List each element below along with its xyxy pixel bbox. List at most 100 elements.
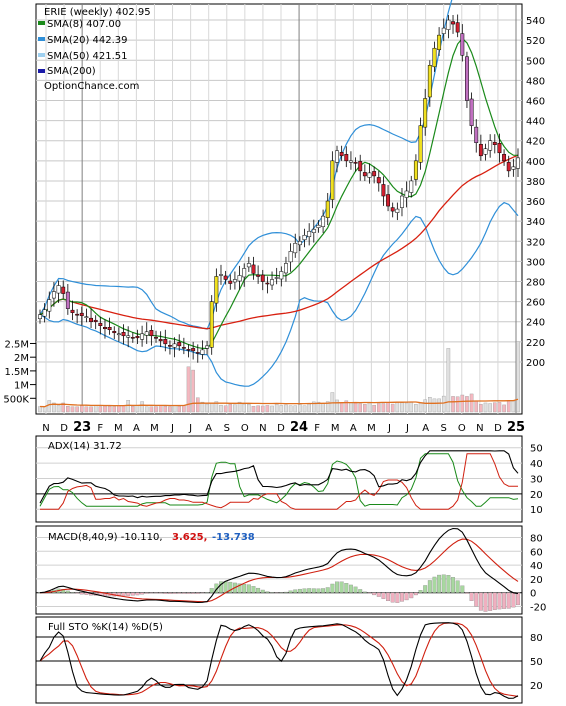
volume-tick-label: 1.5M (4, 367, 29, 378)
month-tick-label: F (97, 423, 103, 434)
macd-histogram-bar (339, 581, 344, 593)
candle-body (116, 333, 121, 336)
candle-body (89, 317, 93, 322)
price-candles (38, 14, 520, 363)
macd-histogram-bar (492, 592, 497, 610)
macd-histogram-bar (284, 591, 288, 593)
candle-body (460, 33, 465, 56)
macd-histogram-bar (474, 592, 479, 607)
macd-histogram-bar (437, 574, 442, 593)
macd-histogram-bar (79, 592, 84, 595)
volume-bar (395, 402, 400, 413)
macd-histogram-bar (167, 592, 172, 594)
price-tick-label: 420 (526, 137, 545, 148)
volume-bar (66, 406, 70, 413)
candle-body (38, 314, 42, 319)
candle-body (339, 152, 344, 157)
price-tick-label: 240 (526, 318, 545, 329)
candle-body (205, 345, 210, 349)
candle-body (478, 143, 483, 157)
candle-body (219, 274, 223, 276)
candle-body (167, 345, 172, 347)
volume-bar (186, 366, 191, 413)
volume-bar (112, 406, 117, 413)
volume-tick-label: 2M (14, 353, 29, 364)
legend-swatch-sma200 (38, 69, 45, 73)
volume-bar (492, 402, 497, 413)
macd-histogram-bar (177, 592, 182, 594)
candle-body (455, 22, 460, 33)
candle-body (330, 160, 335, 200)
macd-histogram-bar (511, 592, 516, 608)
macd-signal-label: 3.625, (172, 532, 207, 543)
volume-bar (381, 403, 386, 413)
macd-panel-frame (35, 525, 523, 615)
candle-body (506, 162, 511, 172)
candle-body (135, 336, 140, 339)
macd-histogram-bar (209, 588, 214, 593)
price-tick-label: 460 (526, 97, 545, 108)
volume-bar (172, 405, 177, 413)
volume-bar (168, 406, 172, 413)
candle-body (418, 125, 423, 163)
candle-body (70, 309, 75, 313)
candle-body (404, 190, 409, 198)
candle-body (497, 142, 502, 154)
volume-bar (414, 404, 418, 413)
candle-body (311, 228, 316, 233)
volume-bar (182, 405, 186, 413)
candle-body (423, 98, 428, 128)
macd-histogram-bar (502, 592, 507, 609)
volume-bar (200, 401, 205, 413)
macd-histogram-bar (307, 588, 312, 593)
macd-histogram-bar (256, 587, 261, 593)
macd-histogram-bar (335, 581, 339, 593)
volume-bar (107, 406, 112, 413)
candle-body (288, 251, 293, 263)
volume-bar (418, 403, 423, 413)
volume-bar (89, 406, 93, 413)
macd-histogram-bar (70, 592, 75, 594)
macd-histogram-bar (158, 592, 163, 594)
volume-bar (233, 404, 237, 413)
volume-bar (321, 403, 325, 413)
month-tick-label: D (277, 423, 285, 434)
legend-swatch-sma50 (38, 53, 45, 57)
macd-histogram-bar (223, 581, 228, 593)
adx-panel: 10 20 30 40 50 ADX(14) 31.72 (35, 435, 543, 523)
macd-histogram-bar (404, 592, 409, 601)
volume-bar (158, 405, 163, 413)
macd-histogram-bar (460, 585, 465, 593)
volume-bar (451, 396, 455, 413)
price-x-axis: N D 23 F M A M J J A S O N D 24 F M A M J J A S O N D 25 (42, 420, 525, 435)
volume-bar (469, 393, 474, 413)
stochastic-tick-label: 20 (530, 681, 543, 692)
volume-bar (279, 405, 284, 413)
volume-bar (98, 406, 103, 413)
candle-body (469, 98, 474, 126)
macd-histogram-bar (367, 592, 372, 594)
adx-line (39, 450, 519, 504)
volume-bar (516, 341, 520, 413)
candle-body (181, 347, 186, 349)
macd-histogram-bar (348, 584, 353, 593)
volume-tick-label: 2.5M (4, 339, 29, 350)
volume-bar (135, 405, 140, 413)
stochastic-tick-label: 50 (530, 657, 543, 668)
volume-bar (56, 405, 61, 413)
macd-histogram-bar (418, 590, 423, 593)
candle-body (386, 194, 391, 207)
month-tick-label: F (314, 423, 320, 434)
volume-bar (237, 401, 242, 413)
volume-bar (428, 397, 432, 413)
volume-bar (256, 405, 260, 413)
price-panel: 200 220 240 260 280 300 320 340 360 380 400 420 440 4… (3, 0, 545, 435)
macd-histogram-bar (242, 584, 247, 593)
macd-title: MACD(8,40,9) -10.110, (48, 532, 163, 543)
month-tick-label: S (224, 423, 230, 434)
macd-histogram-label: -13.738 (212, 532, 255, 543)
price-tick-label: 260 (526, 298, 545, 309)
candle-body (65, 291, 70, 309)
macd-histogram-bar (372, 592, 377, 596)
